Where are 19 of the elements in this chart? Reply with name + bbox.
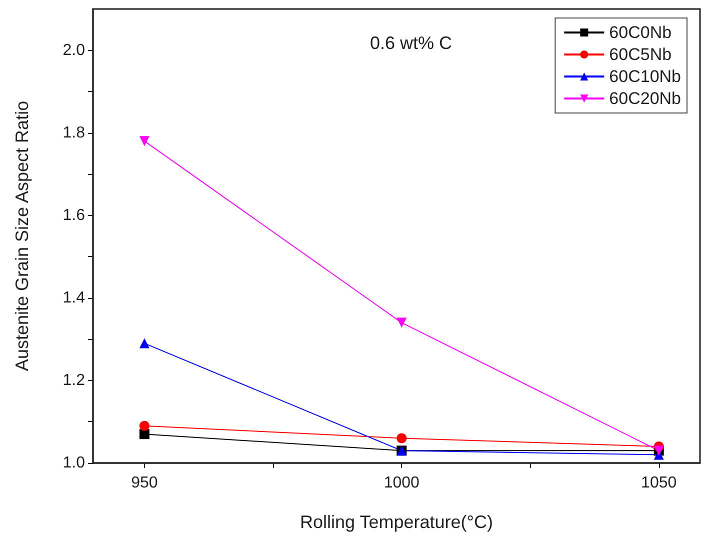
y-tick-label: 1.0 [62,454,86,472]
point [139,429,150,440]
y-tick-label: 1.8 [62,124,86,142]
y-tick-label: 2.0 [62,42,86,59]
y-axis-title: Austenite Grain Size Aspect Ratio [12,100,32,372]
y-tick-label: 1.6 [62,206,86,224]
point [396,433,407,444]
legend-label: 60C0Nb [609,23,672,42]
y-tick-label: 1.2 [62,372,86,389]
legend-label: 60C10Nb [609,67,681,86]
legend-label: 60C20Nb [609,89,681,108]
x-tick-label: 1000 [384,474,420,492]
legend-label: 60C5Nb [609,45,672,64]
annotation: 0.6 wt% C [370,33,452,53]
x-axis-title: Rolling Temperature(°C) [300,512,493,532]
point [139,420,150,431]
x-tick-label: 1050 [641,474,677,492]
x-tick-label: 950 [131,474,158,492]
y-tick-label: 1.4 [62,289,86,306]
